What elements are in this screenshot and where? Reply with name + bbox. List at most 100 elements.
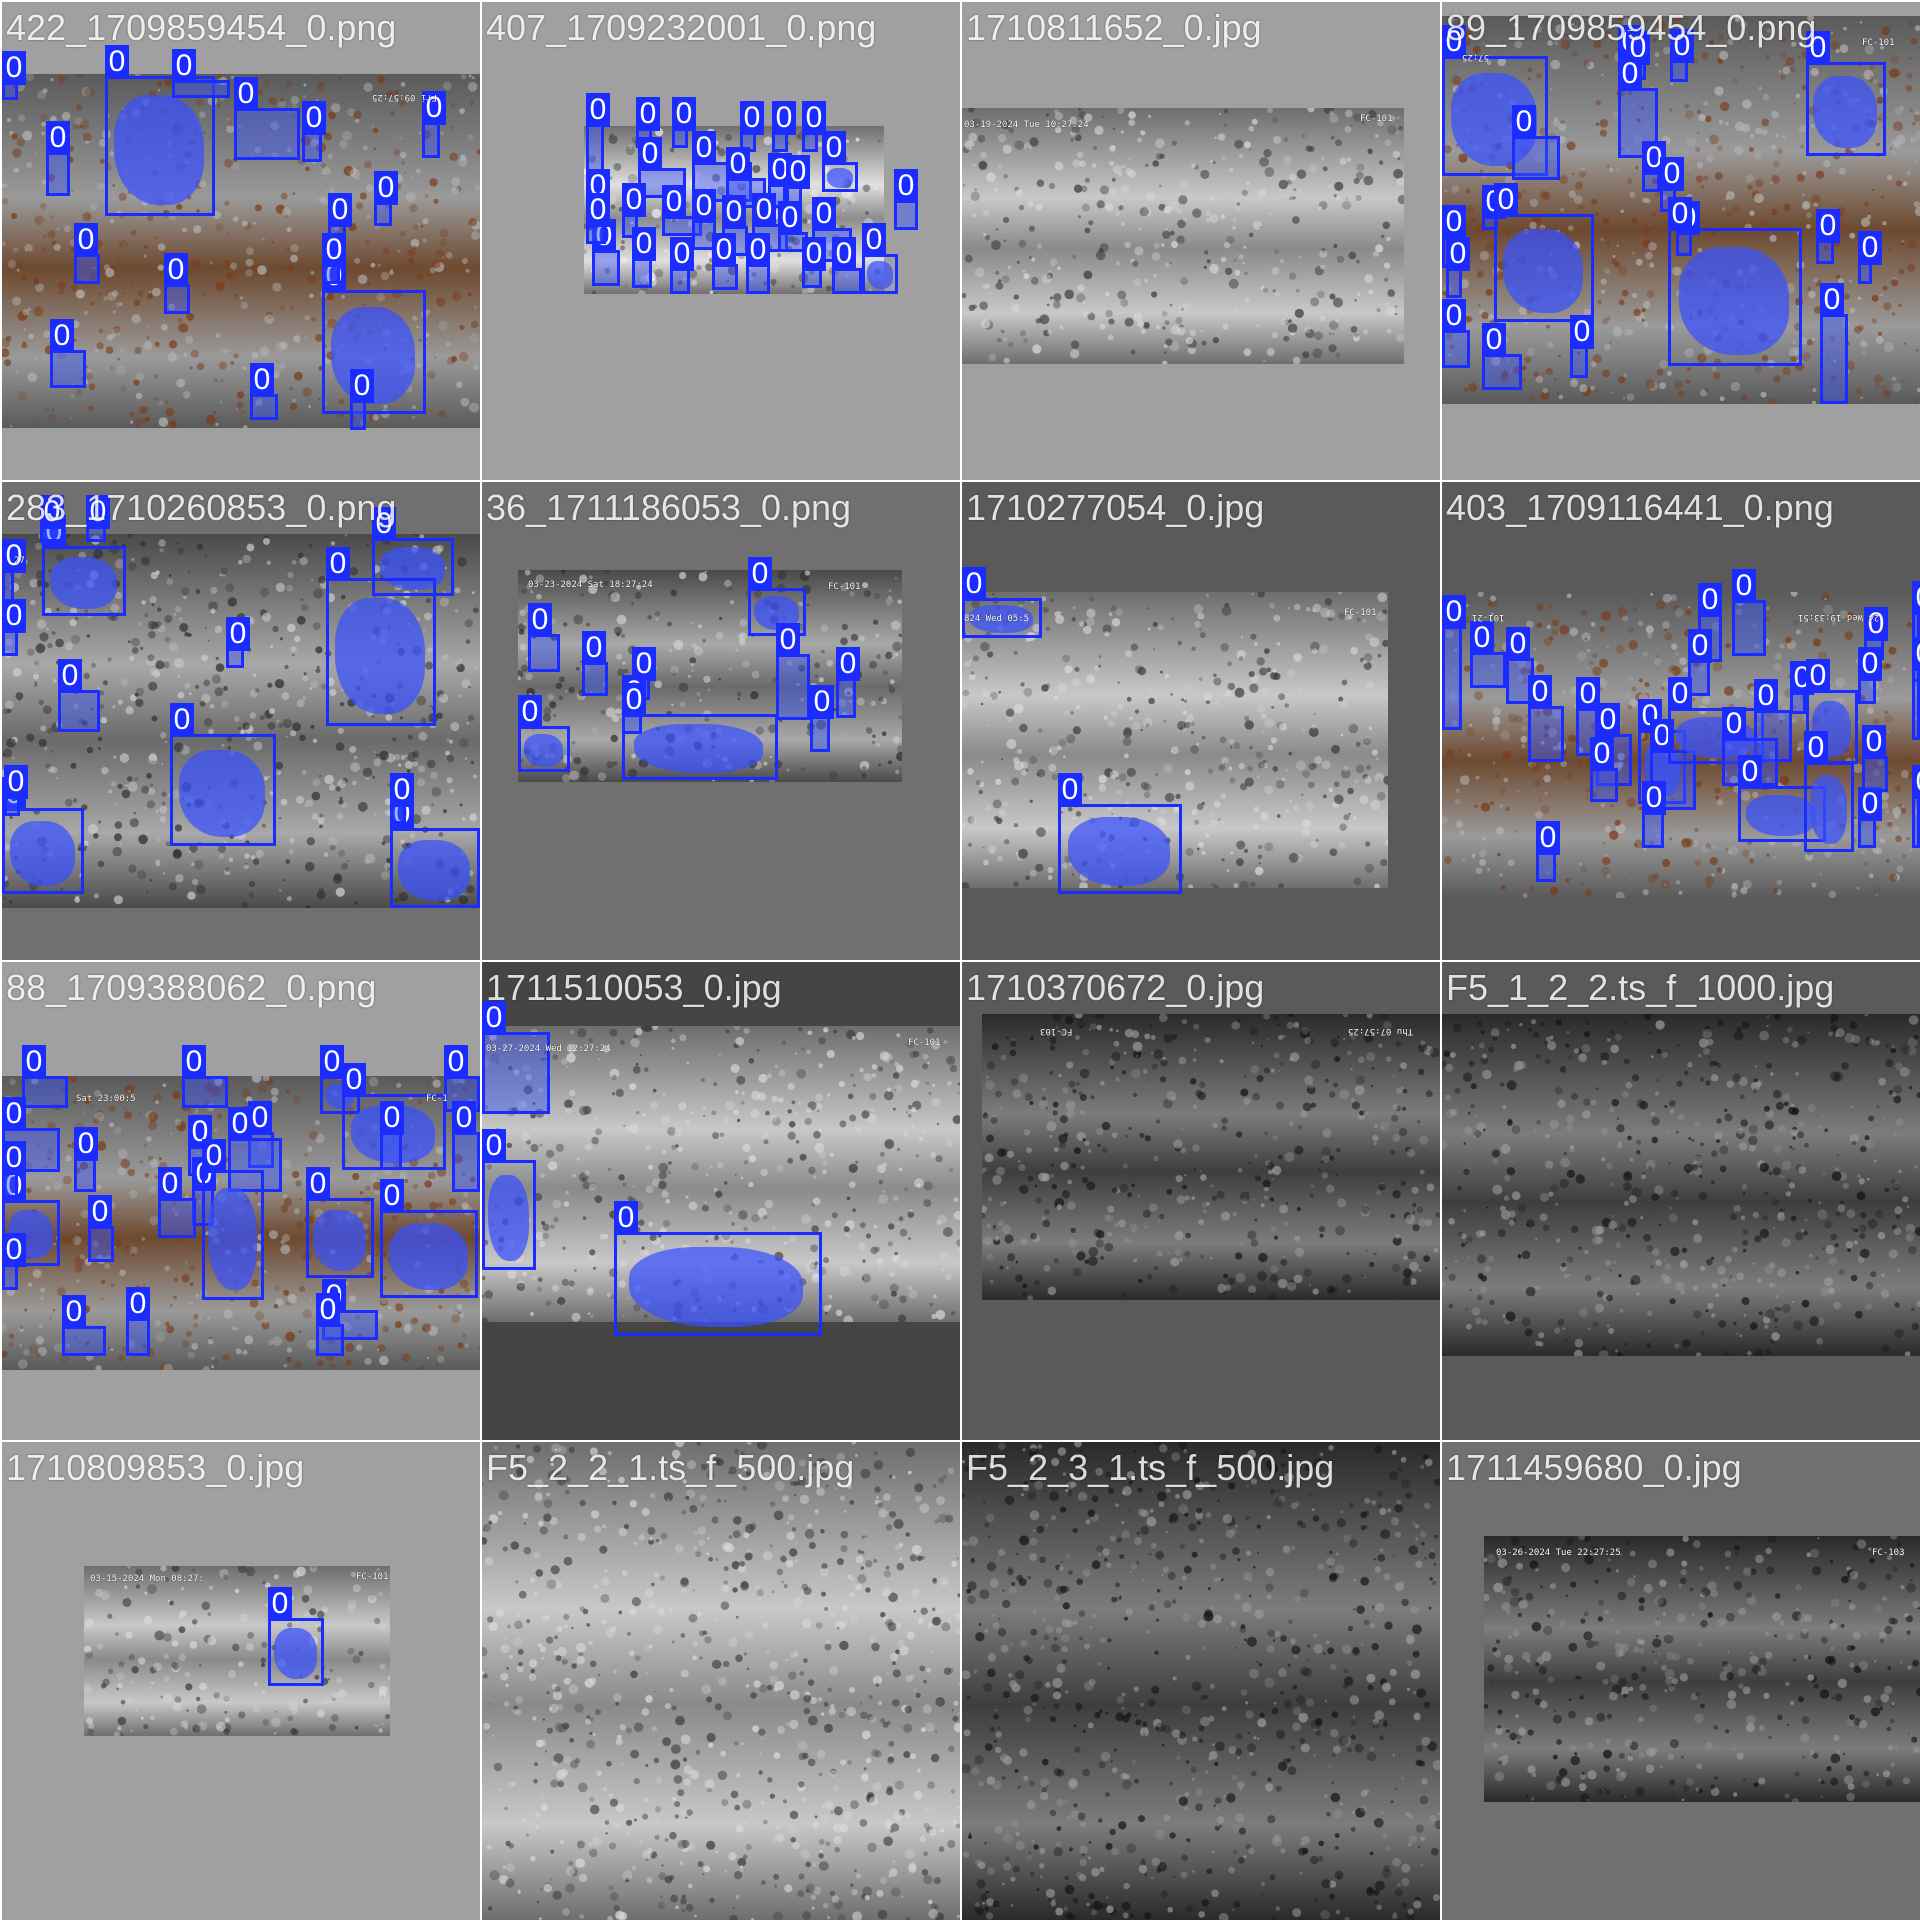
detection-box: 0 <box>2 1233 26 1290</box>
class-label: 0 <box>726 147 750 181</box>
class-label: 0 <box>1536 821 1560 855</box>
segmentation-mask <box>231 1141 279 1189</box>
grid-tile: Fri 09:57:250000000000000000422_17098594… <box>2 2 480 480</box>
segmentation-mask <box>1068 817 1170 886</box>
class-label: 0 <box>746 233 770 267</box>
class-label: 0 <box>1858 647 1882 681</box>
detection-box: 0 <box>1790 661 1814 714</box>
detection-box: 0 <box>58 659 100 732</box>
segmentation-mask <box>455 1135 477 1189</box>
segmentation-mask <box>1473 655 1503 685</box>
class-label: 0 <box>4 765 28 799</box>
segmentation-mask <box>53 353 83 385</box>
camera-overlay-text: 27 <box>14 556 25 566</box>
class-label: 0 <box>1806 31 1830 65</box>
class-label: 0 <box>822 131 846 165</box>
class-label: 0 <box>894 169 918 203</box>
camera-overlay-text: FC-103 <box>1040 1026 1073 1036</box>
class-label: 0 <box>712 233 736 267</box>
class-label: 0 <box>342 1063 366 1097</box>
camera-overlay-text: Thu 07:57:25 <box>1348 1026 1414 1036</box>
class-label: 0 <box>636 97 660 131</box>
detection-box: 0 <box>105 45 215 216</box>
segmentation-mask <box>229 651 241 665</box>
segmentation-mask <box>835 271 859 291</box>
segmentation-mask <box>398 839 471 901</box>
class-label: 0 <box>1732 569 1756 603</box>
segmentation-mask <box>253 397 275 417</box>
class-label: 0 <box>1494 183 1518 217</box>
detection-box: 0 <box>1816 209 1840 264</box>
detection-box: 0 <box>1668 197 1802 366</box>
segmentation-mask <box>897 203 915 227</box>
detection-box: 0 <box>74 1127 98 1192</box>
camera-overlay-text: FC-101 <box>1862 38 1895 48</box>
class-label: 0 <box>582 631 606 665</box>
detection-box: 0 <box>126 1287 150 1356</box>
tile-filename: 88_1709388062_0.png <box>6 967 377 1008</box>
class-label: 0 <box>158 1167 182 1201</box>
detection-box: 0 <box>518 695 570 772</box>
class-label: 0 <box>322 233 346 267</box>
class-label: 0 <box>40 495 64 529</box>
segmentation-mask <box>1691 663 1707 693</box>
class-label: 0 <box>614 1201 638 1235</box>
segmentation-mask <box>1531 709 1561 759</box>
class-label: 0 <box>2 51 26 85</box>
tile-filename: 1710277054_0.jpg <box>966 487 1265 528</box>
detection-box: 0 <box>772 101 796 152</box>
segmentation-mask <box>589 227 603 241</box>
segmentation-mask <box>383 1135 399 1167</box>
tile-filename: F5_2_3_1.ts_f_500.jpg <box>966 1447 1335 1488</box>
class-label: 0 <box>1688 629 1712 663</box>
segmentation-mask <box>1813 75 1878 148</box>
class-label: 0 <box>1470 621 1494 655</box>
class-label: 0 <box>328 193 352 227</box>
detection-box: 0 <box>46 121 70 196</box>
grid-tile: 2700000000000000283_1710260853_0.png <box>2 482 480 960</box>
segmentation-mask <box>251 1135 271 1165</box>
class-label: 0 <box>1858 231 1882 265</box>
class-label: 0 <box>836 647 860 681</box>
class-label: 0 <box>1698 583 1722 617</box>
detection-box: 0 <box>1642 141 1666 192</box>
detection-box: 0 <box>202 1139 264 1300</box>
detection-box: 0 <box>226 617 250 668</box>
class-label: 0 <box>2 1141 26 1175</box>
detection-box: 0 <box>1512 105 1560 180</box>
detection-box: 0 <box>50 319 86 388</box>
segmentation-mask <box>715 267 735 287</box>
class-label: 0 <box>1722 707 1746 741</box>
detection-box: 0 <box>88 1195 114 1262</box>
detection-box: 0 <box>158 1167 196 1238</box>
class-label: 0 <box>46 121 70 155</box>
class-label: 0 <box>1442 595 1466 629</box>
class-label: 0 <box>1912 637 1920 671</box>
segmentation-mask <box>179 749 265 837</box>
detection-box: 0 <box>1806 31 1886 156</box>
segmentation-mask <box>1673 63 1685 79</box>
segmentation-mask <box>377 205 389 223</box>
tile-filename: 1711510053_0.jpg <box>486 967 782 1008</box>
detection-box: 0 <box>740 101 764 152</box>
segmentation-mask <box>1485 219 1495 227</box>
detection-box: 0 <box>622 683 778 780</box>
tile-filename: 283_1710260853_0.png <box>6 487 397 528</box>
segmentation-mask <box>826 167 853 188</box>
segmentation-mask <box>1915 799 1917 845</box>
segmentation-mask <box>595 253 617 283</box>
detection-box: 0 <box>2 539 26 610</box>
class-label: 0 <box>832 237 856 271</box>
segmentation-mask <box>89 529 103 539</box>
grid-tile: F5_1_2_2.ts_f_1000.jpg <box>1442 962 1920 1440</box>
detection-box: 0 <box>316 1293 344 1356</box>
class-label: 0 <box>390 773 414 807</box>
camera-overlay-text: FC-103 <box>1872 1548 1905 1558</box>
detection-box: 0 <box>810 685 834 752</box>
detection-box: 0 <box>962 567 1042 638</box>
class-label: 0 <box>692 131 716 165</box>
class-label: 0 <box>1506 627 1530 661</box>
detection-box: 0 <box>164 253 190 314</box>
tile-photo <box>962 592 1388 888</box>
segmentation-mask <box>779 657 807 717</box>
